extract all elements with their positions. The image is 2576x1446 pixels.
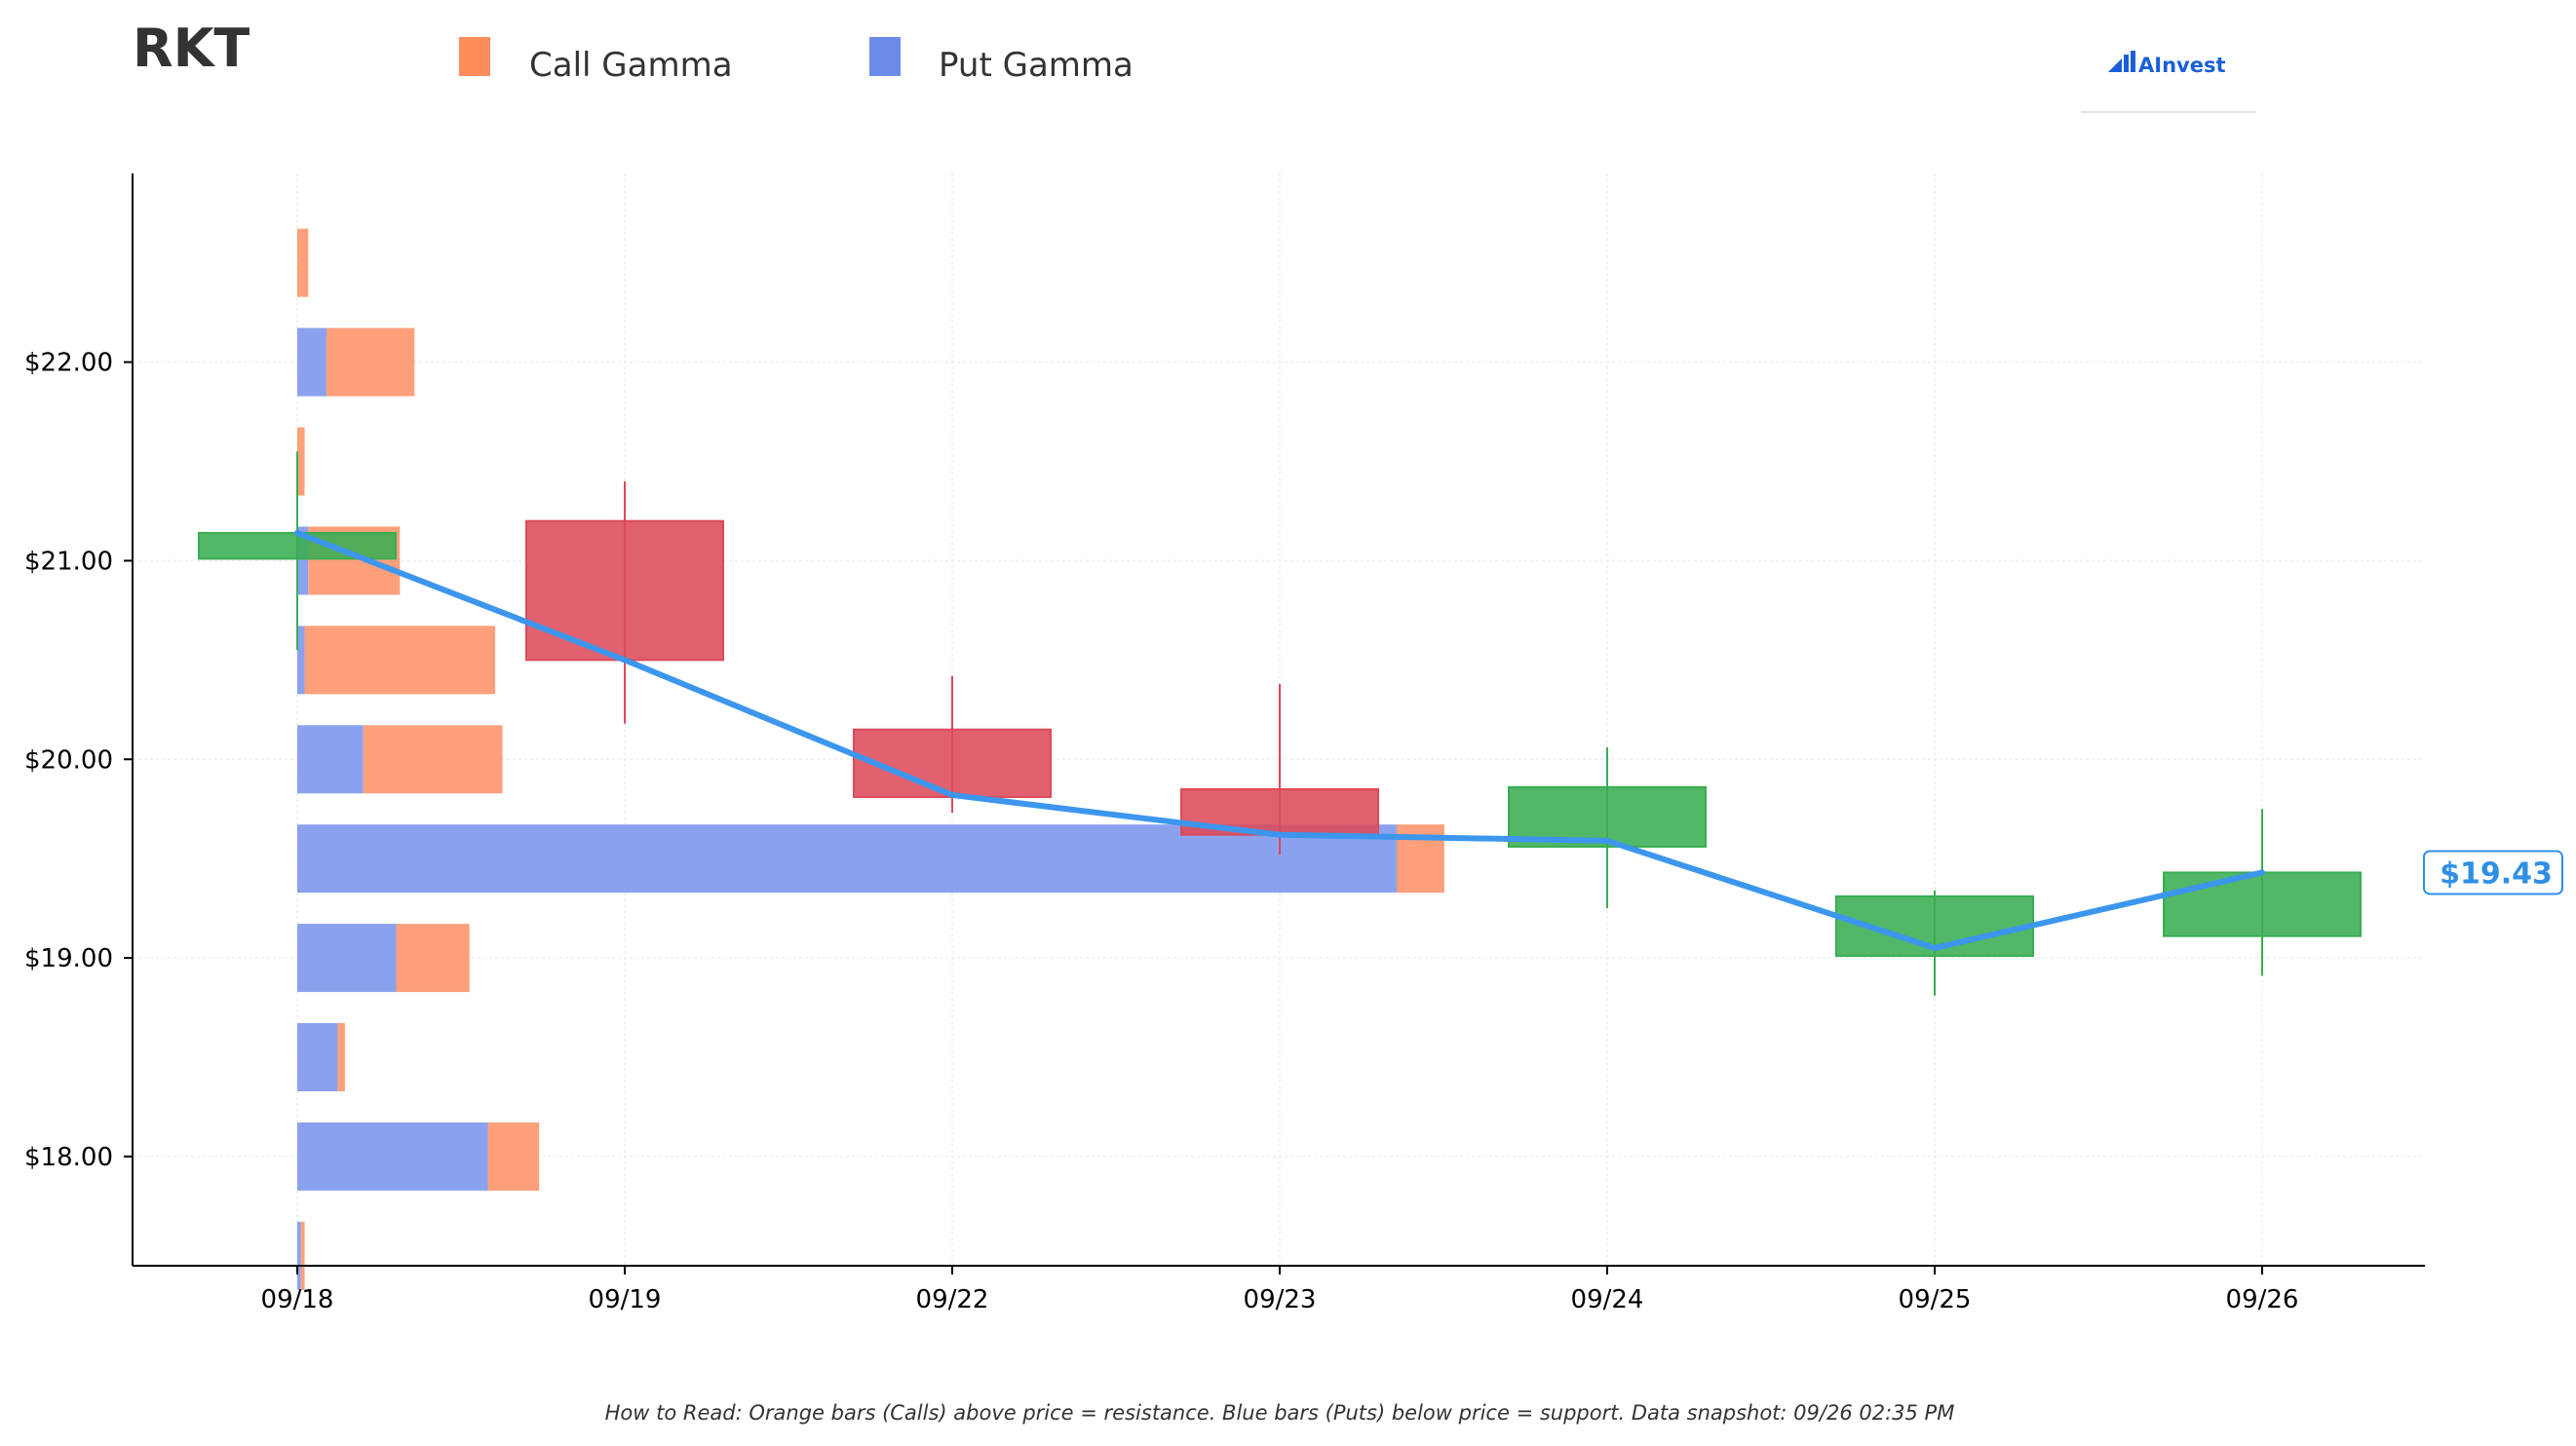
- current-price-badge: $19.43: [2423, 850, 2563, 895]
- put-gamma-bar: [297, 327, 327, 397]
- call-gamma-bar: [327, 327, 415, 397]
- y-tick-label: $18.00: [24, 1143, 113, 1172]
- call-gamma-bar: [297, 427, 305, 496]
- footnote: How to Read: Orange bars (Calls) above p…: [605, 1401, 1955, 1425]
- y-tick-label: $22.00: [24, 349, 113, 378]
- x-tick-label: 09/24: [1571, 1285, 1644, 1314]
- call-gamma-bar: [300, 1221, 305, 1290]
- call-gamma-bar: [304, 626, 496, 695]
- put-gamma-bar: [297, 1122, 488, 1191]
- candle-body: [525, 519, 724, 662]
- x-tick-label: 09/25: [1899, 1285, 1972, 1314]
- y-tick-label: $20.00: [24, 745, 113, 775]
- brand-chart-icon: [2108, 51, 2135, 72]
- put-gamma-bar: [297, 725, 364, 794]
- gamma-bars: [297, 228, 1444, 1290]
- close-line-layer: [294, 529, 2265, 951]
- y-tick-label: $19.00: [24, 944, 113, 973]
- legend-put-label: Put Gamma: [939, 46, 1134, 85]
- candle-body: [198, 531, 397, 560]
- call-gamma-bar: [337, 1022, 345, 1091]
- x-tick-label: 09/26: [2226, 1285, 2299, 1314]
- put-gamma-bar: [297, 626, 305, 695]
- put-gamma-bar: [297, 824, 1397, 894]
- call-gamma-bar: [297, 228, 309, 297]
- put-gamma-bar: [297, 1022, 338, 1091]
- put-gamma-bar: [297, 924, 397, 993]
- brand-logo: AInvest: [2081, 51, 2256, 113]
- legend-call-swatch: [459, 37, 490, 76]
- call-gamma-bar: [487, 1122, 540, 1191]
- current-price-box: [2423, 850, 2563, 895]
- candle-body: [853, 728, 1052, 798]
- ticker-title: RKT: [133, 18, 250, 79]
- put-gamma-bar: [297, 526, 309, 595]
- axes: $18.00 $19.00 $20.00 $21.00 $22.00 09/18 09/19…: [24, 173, 2425, 1314]
- put-gamma-bar: [297, 1221, 301, 1290]
- x-tick-label: 09/18: [261, 1285, 334, 1314]
- legend: Call Gamma Put Gamma: [459, 37, 1134, 85]
- y-tick-label: $21.00: [24, 547, 113, 576]
- brand-name: AInvest: [2138, 54, 2226, 77]
- legend-put-swatch: [869, 37, 901, 76]
- current-price-label: $19.43: [2440, 856, 2553, 891]
- candle-body: [1180, 787, 1379, 836]
- call-gamma-bar: [363, 725, 503, 794]
- legend-call-label: Call Gamma: [529, 46, 733, 85]
- candle-body: [2163, 871, 2362, 937]
- x-tick-label: 09/23: [1244, 1285, 1317, 1314]
- x-tick-label: 09/22: [916, 1285, 989, 1314]
- x-tick-label: 09/19: [589, 1285, 662, 1314]
- candles: [198, 451, 2362, 996]
- close-price-line: [294, 529, 2265, 951]
- call-gamma-bar: [396, 924, 470, 993]
